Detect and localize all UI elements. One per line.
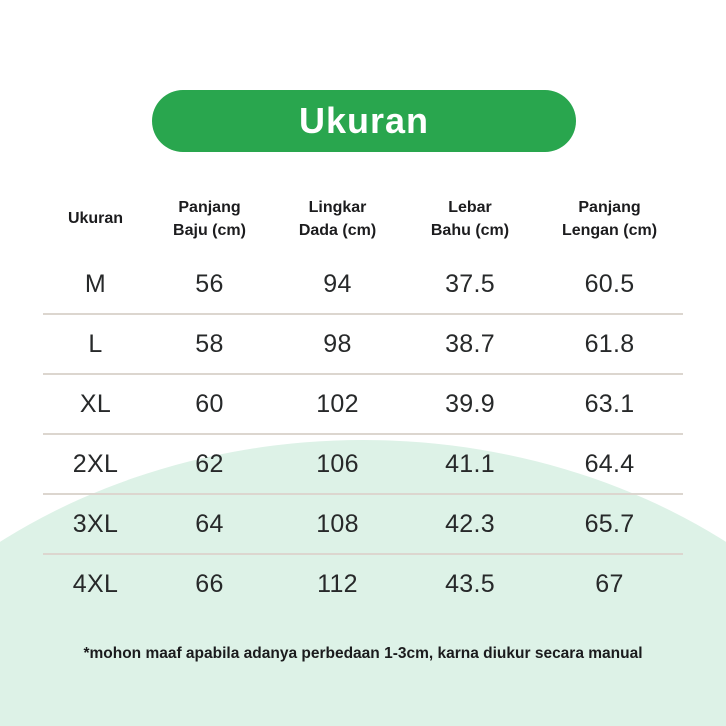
panjang-lengan-cell: 60.5 [584,269,635,298]
column-header-panjang-baju: Panjang Baju (cm) [148,196,271,242]
panjang-baju-cell: 62 [195,449,224,478]
column-header-label: Dada (cm) [298,222,377,239]
panjang-baju-cell: 64 [195,509,224,538]
column-header-lebar-bahu: Lebar Bahu (cm) [404,196,536,242]
table-row-m: M 56 94 37.5 60.5 [43,255,683,313]
column-header-label: Baju (cm) [173,222,246,239]
table-row-2xl: 2XL 62 106 41.1 64.4 [43,433,683,493]
column-header-label: Panjang [178,198,241,216]
column-header-label: Lingkar [308,198,367,216]
size-cell: 4XL [72,569,119,598]
panjang-baju-cell: 58 [195,329,224,358]
lingkar-dada-cell: 98 [323,329,352,358]
panjang-baju-cell: 60 [195,389,224,418]
lebar-bahu-cell: 38.7 [445,329,495,358]
lingkar-dada-cell: 108 [316,509,359,538]
lingkar-dada-cell: 102 [316,389,359,418]
panjang-lengan-cell: 65.7 [584,509,635,538]
panjang-lengan-cell: 61.8 [584,329,635,358]
lebar-bahu-cell: 41.1 [445,449,495,478]
panjang-baju-cell: 56 [195,269,224,298]
panjang-lengan-cell: 67 [595,569,624,598]
table-row-3xl: 3XL 64 108 42.3 65.7 [43,493,683,553]
page-title: Ukuran [298,100,430,141]
size-cell: XL [79,389,112,418]
lebar-bahu-cell: 43.5 [445,569,495,598]
size-table: Ukuran Panjang Baju (cm) Lingkar Dada (c… [43,183,683,613]
column-header-label: Lebar [448,198,492,216]
panjang-baju-cell: 66 [195,569,224,598]
size-cell: L [88,329,103,358]
table-row-xl: XL 60 102 39.9 63.1 [43,373,683,433]
lebar-bahu-cell: 39.9 [445,389,495,418]
panjang-lengan-cell: 64.4 [584,449,635,478]
background-blob [0,440,726,726]
lingkar-dada-cell: 112 [317,569,358,598]
size-cell: M [84,269,107,298]
column-header-label: Bahu (cm) [430,222,510,239]
size-cell: 2XL [72,449,119,478]
measurement-disclaimer: *mohon maaf apabila adanya perbedaan 1-3… [83,645,643,662]
table-row-l: L 58 98 38.7 61.8 [43,313,683,373]
column-header-lingkar-dada: Lingkar Dada (cm) [271,196,404,242]
column-header-ukuran: Ukuran [43,207,148,230]
lebar-bahu-cell: 37.5 [445,269,495,298]
column-header-label: Ukuran [67,210,124,228]
lingkar-dada-cell: 94 [323,269,352,298]
panjang-lengan-cell: 63.1 [584,389,635,418]
table-row-4xl: 4XL 66 112 43.5 67 [43,553,683,613]
lebar-bahu-cell: 42.3 [445,509,495,538]
column-header-panjang-lengan: Panjang Lengan (cm) [536,196,683,242]
size-cell: 3XL [72,509,119,538]
column-header-label: Lengan (cm) [561,222,658,239]
table-header-row: Ukuran Panjang Baju (cm) Lingkar Dada (c… [43,183,683,255]
title-badge: Ukuran [152,90,576,152]
lingkar-dada-cell: 106 [316,449,359,478]
column-header-label: Panjang [578,198,641,216]
